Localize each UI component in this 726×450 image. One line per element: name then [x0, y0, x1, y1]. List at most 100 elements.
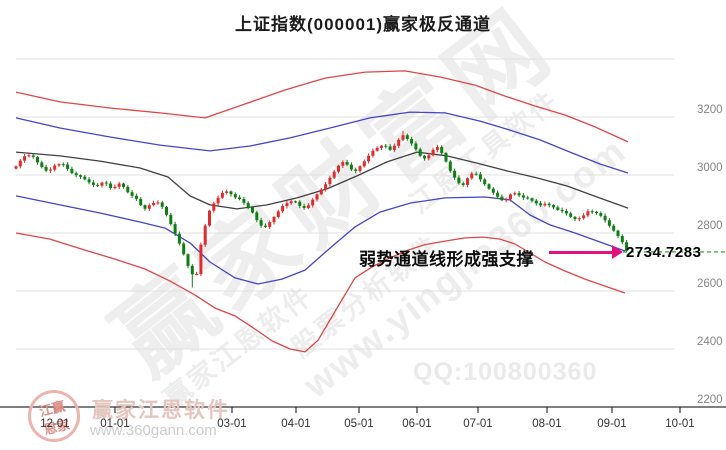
candlestick — [414, 143, 418, 150]
x-axis-label: 06-01 — [402, 418, 432, 430]
candlestick — [620, 236, 624, 243]
candlestick — [582, 215, 586, 219]
x-axis-label: 03-01 — [217, 418, 247, 430]
y-axis-label: 2800 — [697, 220, 723, 232]
candlestick — [517, 193, 521, 196]
x-axis-label: 04-01 — [281, 418, 311, 430]
candlestick — [521, 195, 525, 198]
candlestick — [384, 145, 388, 147]
candlestick — [435, 146, 439, 150]
candlestick — [526, 197, 530, 199]
candlestick — [423, 155, 426, 159]
candlestick — [233, 194, 237, 198]
candlestick — [306, 205, 310, 209]
candlestick — [53, 165, 57, 170]
candlestick — [27, 155, 31, 157]
candlestick — [405, 135, 409, 139]
candlestick — [83, 176, 87, 180]
candlestick — [182, 243, 186, 255]
candlestick — [139, 198, 143, 206]
candlestick — [478, 174, 482, 180]
candlestick — [298, 201, 302, 206]
candlestick — [186, 254, 190, 266]
candlestick — [87, 179, 91, 183]
candlestick — [302, 205, 306, 209]
candlestick — [500, 196, 504, 201]
candlestick — [126, 186, 130, 193]
candlestick — [496, 192, 500, 197]
candlestick — [216, 197, 220, 204]
candlestick — [229, 191, 233, 195]
candlestick — [285, 203, 289, 207]
candlestick — [599, 213, 603, 216]
watermark-qq: QQ:100800360 — [413, 358, 598, 386]
candlestick — [48, 169, 52, 171]
candlestick — [375, 147, 379, 151]
candlestick — [14, 166, 18, 169]
candlestick — [100, 182, 104, 186]
candlestick — [61, 164, 65, 166]
candlestick — [160, 202, 164, 207]
candlestick — [448, 161, 452, 171]
candlestick — [453, 170, 457, 178]
candlestick — [281, 206, 285, 212]
candlestick — [212, 203, 216, 211]
candlestick — [134, 195, 138, 199]
x-axis-label: 09-01 — [597, 418, 627, 430]
support-price-label: 2734.7283 — [626, 244, 702, 261]
channel-line-outer-bottom — [15, 232, 626, 353]
channel-line-outer-top — [15, 70, 629, 143]
candlestick — [367, 155, 371, 162]
candlestick — [362, 161, 366, 167]
candlestick — [410, 138, 414, 144]
candlestick — [491, 188, 495, 193]
candlestick — [543, 203, 547, 206]
candlestick — [595, 211, 598, 214]
candlestick — [79, 175, 82, 177]
candlestick — [113, 186, 117, 189]
arrow-head-icon — [612, 245, 623, 259]
candlestick — [577, 218, 581, 220]
x-axis-label: 07-01 — [463, 418, 493, 430]
candlestick — [556, 207, 560, 210]
candlestick — [143, 205, 147, 209]
x-axis-label: 01-01 — [100, 418, 130, 430]
candlestick — [328, 177, 332, 185]
candlestick — [427, 155, 431, 159]
candlestick — [294, 201, 297, 203]
candlestick — [337, 165, 340, 172]
candlestick — [23, 156, 27, 161]
candlestick — [109, 183, 113, 189]
y-axis-label: 2400 — [697, 336, 723, 348]
candlestick — [152, 202, 156, 206]
candlestick — [18, 160, 22, 167]
candlestick — [547, 203, 551, 206]
candlestick — [220, 192, 224, 198]
candlestick — [319, 189, 323, 195]
candlestick — [74, 173, 78, 176]
candlestick — [165, 206, 168, 215]
candlestick — [70, 168, 74, 174]
channel-line-inner-top — [15, 111, 629, 174]
candlestick — [590, 211, 594, 213]
candlestick — [573, 216, 577, 220]
candlestick — [255, 212, 259, 221]
candlestick — [44, 166, 48, 171]
candlestick — [552, 205, 555, 208]
candlestick — [117, 183, 121, 187]
candlestick — [625, 242, 629, 251]
candlestick — [122, 183, 125, 187]
candlestick — [539, 203, 543, 206]
candlestick — [246, 202, 250, 208]
candlestick — [487, 184, 491, 189]
candlestick — [358, 166, 362, 171]
candlestick — [272, 217, 276, 223]
candlestick — [397, 139, 401, 146]
candlestick — [173, 224, 177, 234]
candlestick — [147, 205, 151, 209]
candlestick — [349, 164, 353, 170]
candlestick — [607, 220, 611, 226]
candlestick — [169, 214, 173, 225]
candlestick — [31, 155, 35, 157]
